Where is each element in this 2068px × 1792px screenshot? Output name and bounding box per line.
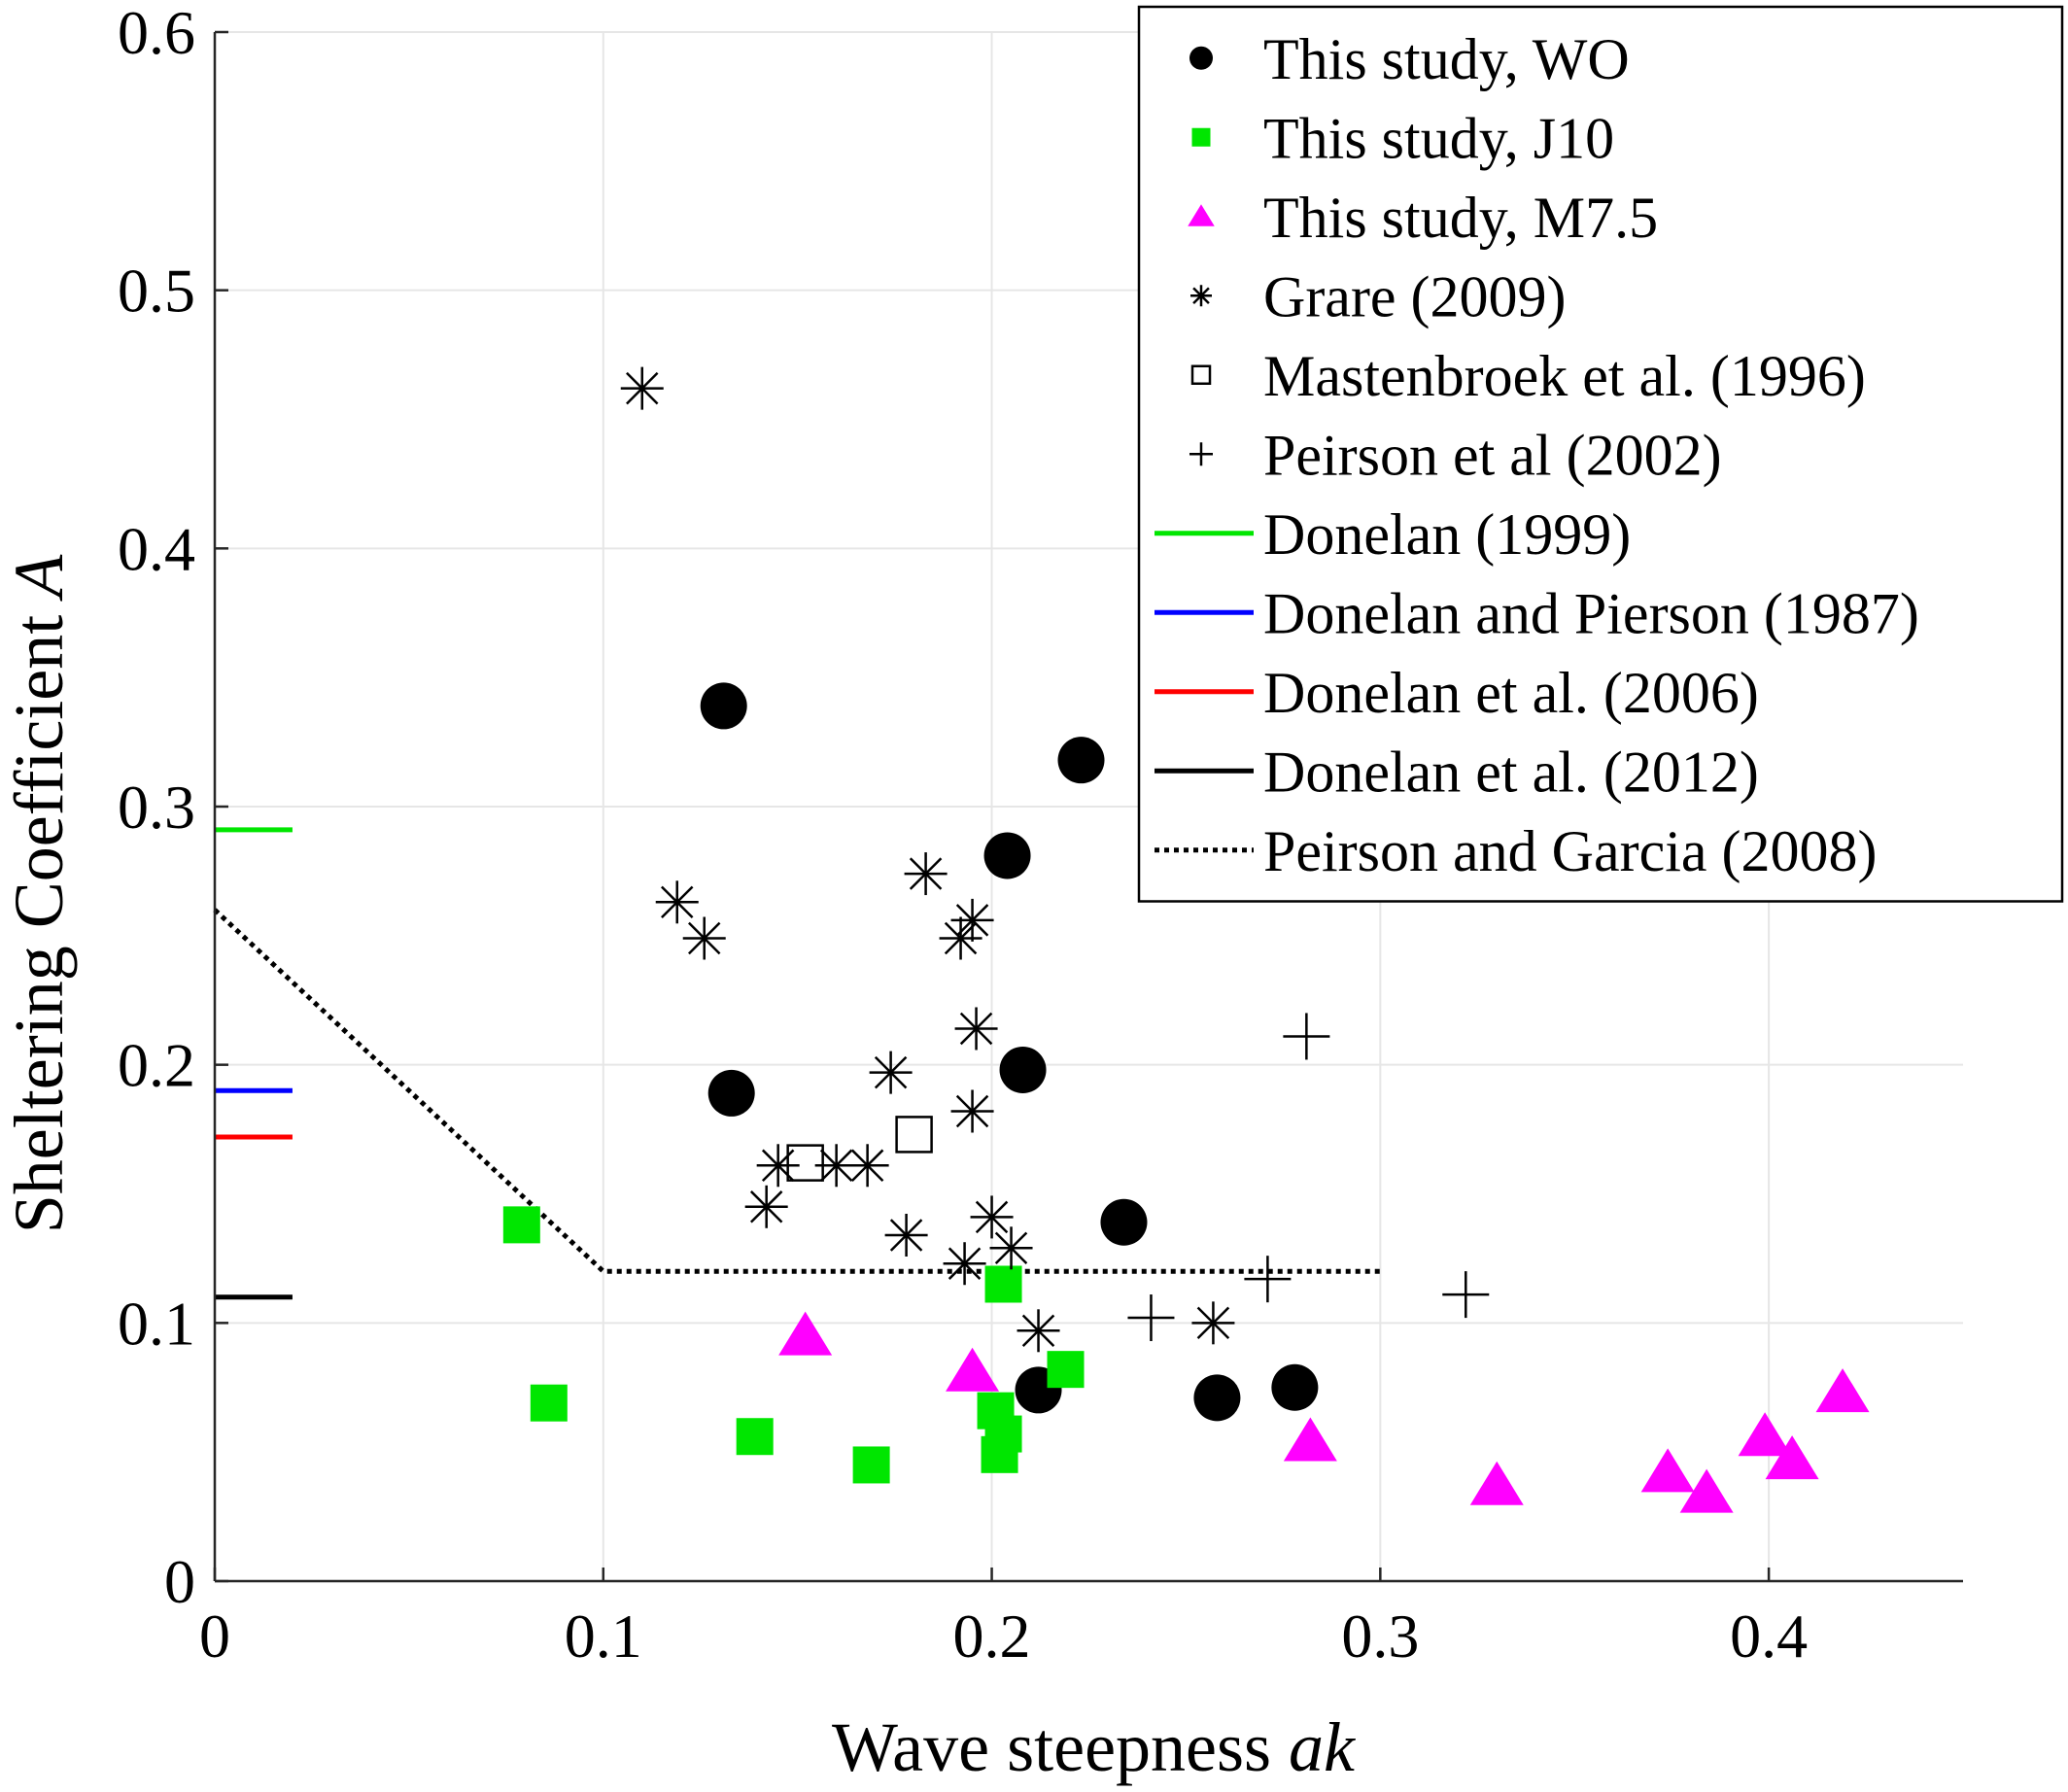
point-grare-2009 [950, 1089, 994, 1133]
x-tick-label: 0 [199, 1602, 230, 1671]
x-tick-label: 0.1 [565, 1602, 642, 1671]
legend-label: Mastenbroek et al. (1996) [1263, 344, 1866, 408]
y-tick-label: 0.4 [118, 514, 195, 583]
point-peirson-et-al-2002 [1283, 1013, 1330, 1060]
legend-label: Donelan (1999) [1263, 502, 1631, 567]
peirson-garcia-line [213, 908, 1381, 1274]
point-grare-2009 [744, 1185, 788, 1228]
y-tick-label: 0.6 [118, 0, 195, 67]
point-this-study-j10 [852, 1446, 890, 1484]
legend-entry: This study, WO [1189, 27, 1630, 91]
point-grare-2009 [1191, 1301, 1235, 1345]
legend-entry: Grare (2009) [1190, 264, 1567, 328]
legend-label: Donelan et al. (2006) [1263, 661, 1759, 725]
legend-marker-circle [1189, 46, 1213, 70]
legend-entry: Mastenbroek et al. (1996) [1190, 344, 1866, 408]
point-grare-2009 [682, 916, 726, 960]
point-this-study-m7-5 [1283, 1417, 1337, 1462]
point-mastenbroek-et-al-1996 [786, 1144, 824, 1182]
point-grare-2009 [655, 880, 699, 924]
point-this-study-wo [700, 682, 747, 730]
legend-marker-triangle [1188, 204, 1215, 226]
point-this-study-j10 [981, 1435, 1018, 1473]
point-this-study-m7-5 [1679, 1468, 1734, 1513]
y-tick-label: 0.5 [118, 257, 195, 326]
point-this-study-wo [983, 832, 1031, 879]
point-this-study-m7-5 [1765, 1435, 1819, 1480]
legend: This study, WO This study, J10 This study,… [1137, 5, 2064, 903]
point-this-study-m7-5 [1815, 1368, 1870, 1413]
point-this-study-m7-5 [1738, 1412, 1792, 1457]
point-this-study-j10 [736, 1418, 774, 1456]
y-tick-label: 0.2 [118, 1031, 195, 1100]
legend-entry: Donelan (1999) [1155, 502, 1631, 567]
legend-label: Donelan et al. (2012) [1263, 740, 1759, 804]
point-this-study-wo [1100, 1198, 1148, 1246]
legend-entry: Donelan et al. (2006) [1155, 661, 1759, 725]
peirson-garcia-dotted-line [213, 908, 1381, 1274]
y-axis-label: Sheltering Coefficient A [0, 554, 78, 1234]
point-peirson-et-al-2002 [1442, 1271, 1490, 1319]
legend-marker-plus [1189, 442, 1213, 466]
legend-label: This study, WO [1263, 27, 1630, 91]
point-this-study-wo [1271, 1363, 1319, 1411]
y-tick-label: 0.3 [118, 773, 195, 842]
legend-entry: Donelan et al. (2012) [1155, 740, 1759, 804]
point-this-study-wo [1193, 1374, 1241, 1422]
point-grare-2009 [970, 1195, 1014, 1239]
legend-marker-asterisk [1190, 285, 1212, 307]
point-grare-2009 [989, 1226, 1033, 1270]
legend-marker-square [1191, 127, 1211, 147]
legend-label: Peirson and Garcia (2008) [1263, 819, 1877, 883]
point-grare-2009 [943, 1242, 986, 1286]
point-this-study-j10 [502, 1206, 540, 1244]
legend-marker-square-open [1190, 364, 1212, 385]
legend-label: This study, M7.5 [1263, 186, 1658, 250]
data-points [502, 366, 1870, 1513]
point-grare-2009 [939, 916, 982, 960]
point-this-study-wo [1057, 737, 1105, 784]
point-this-study-m7-5 [1469, 1461, 1524, 1505]
x-axis-label: Wave steepness ak [832, 1708, 1357, 1786]
legend-label: Grare (2009) [1263, 264, 1567, 328]
reference-levels [215, 827, 293, 1300]
point-this-study-wo [999, 1046, 1047, 1093]
point-peirson-et-al-2002 [1244, 1256, 1292, 1303]
point-this-study-j10 [1047, 1351, 1085, 1389]
point-grare-2009 [869, 1051, 913, 1094]
legend-label: Peirson et al (2002) [1263, 423, 1722, 487]
legend-entry: This study, M7.5 [1188, 186, 1658, 250]
point-grare-2009 [954, 1007, 998, 1051]
point-this-study-m7-5 [778, 1311, 833, 1356]
point-grare-2009 [904, 852, 948, 896]
legend-box [1137, 5, 2064, 903]
legend-entry: Donelan and Pierson (1987) [1155, 581, 1919, 645]
point-peirson-et-al-2002 [1127, 1294, 1175, 1342]
point-mastenbroek-et-al-1996 [895, 1116, 933, 1154]
point-this-study-m7-5 [1640, 1448, 1695, 1493]
point-grare-2009 [620, 366, 664, 410]
point-this-study-m7-5 [946, 1347, 1000, 1392]
legend-label: Donelan and Pierson (1987) [1263, 581, 1919, 645]
point-this-study-j10 [530, 1384, 568, 1422]
point-this-study-wo [707, 1069, 755, 1117]
y-tick-label: 0 [164, 1547, 195, 1616]
point-grare-2009 [845, 1144, 889, 1188]
point-grare-2009 [1017, 1309, 1060, 1353]
y-tick-label: 0.1 [118, 1289, 195, 1358]
legend-label: This study, J10 [1263, 106, 1614, 170]
tick-labels: 0 0.1 0.2 0.3 0.4 0 0.1 0.2 0.3 0.4 0.5 0.6 [118, 0, 1808, 1671]
x-tick-label: 0.2 [953, 1602, 1031, 1671]
legend-entry: Peirson and Garcia (2008) [1155, 819, 1877, 883]
x-tick-label: 0.4 [1730, 1602, 1808, 1671]
legend-entry: This study, J10 [1191, 106, 1614, 170]
point-grare-2009 [950, 898, 994, 942]
axes [213, 30, 1963, 1583]
point-grare-2009 [884, 1214, 928, 1258]
legend-entry: Peirson et al (2002) [1189, 423, 1722, 487]
x-tick-label: 0.3 [1341, 1602, 1419, 1671]
point-this-study-j10 [984, 1265, 1022, 1303]
